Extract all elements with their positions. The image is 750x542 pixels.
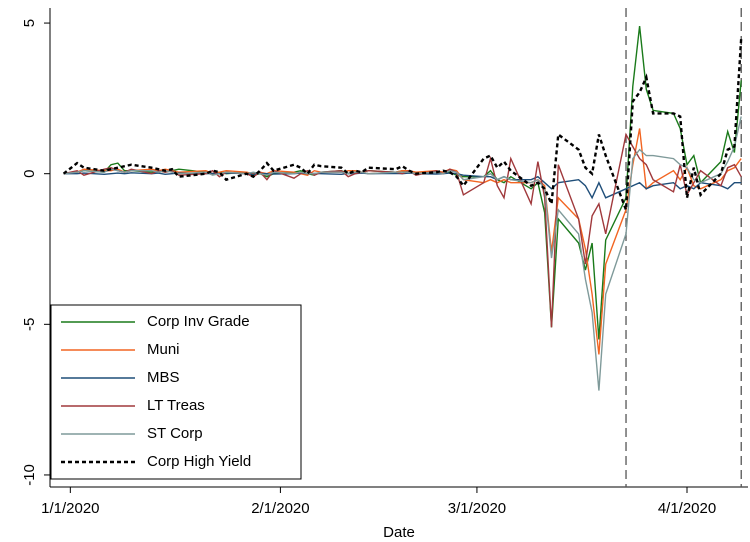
series-line: [62, 38, 743, 211]
legend-box: [50, 304, 302, 480]
legend-label: LT Treas: [147, 397, 205, 414]
x-tick-label: 2/1/2020: [251, 500, 309, 517]
legend-label: Corp Inv Grade: [147, 313, 250, 330]
y-tick-label: -5: [21, 318, 38, 331]
legend-label: Muni: [147, 341, 180, 358]
legend-label: Corp High Yield: [147, 453, 251, 470]
y-tick-label: -10: [21, 464, 38, 486]
y-tick-label: 0: [21, 170, 38, 178]
x-tick-label: 3/1/2020: [448, 500, 506, 517]
y-tick-label: 5: [21, 19, 38, 27]
legend-label: MBS: [147, 369, 180, 386]
x-axis-label: Date: [383, 524, 415, 541]
legend-label: ST Corp: [147, 425, 203, 442]
x-tick-label: 1/1/2020: [41, 500, 99, 517]
x-tick-label: 4/1/2020: [658, 500, 716, 517]
